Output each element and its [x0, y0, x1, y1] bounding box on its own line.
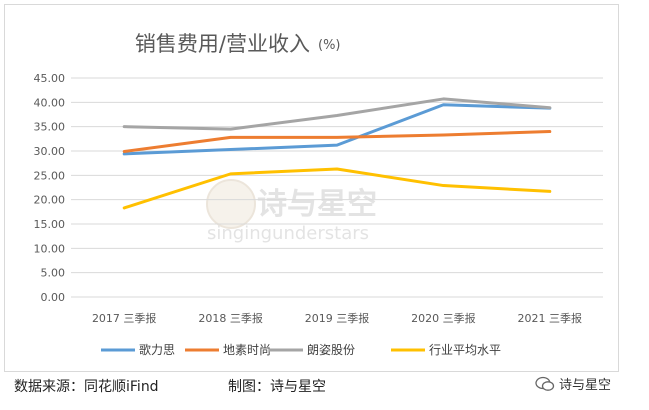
y-tick-label: 0.00	[41, 291, 66, 304]
y-tick-label: 40.00	[34, 96, 66, 109]
legend-item: 朗姿股份	[269, 343, 355, 357]
chart-title-unit: (%)	[318, 38, 341, 53]
x-tick-label: 2021 三季报	[518, 311, 583, 325]
y-tick-label: 45.00	[34, 72, 66, 85]
legend: 歌力思 地素时尚 朗姿股份 行业平均水平	[101, 342, 501, 357]
made-by: 制图：诗与星空	[228, 379, 326, 395]
y-tick-label: 35.00	[34, 121, 66, 134]
brand-name: 诗与星空	[559, 378, 612, 393]
data-source: 数据来源：同花顺iFind	[14, 379, 159, 395]
series-line-3	[122, 97, 552, 131]
line-chart: 销售费用/营业收入 (%) 诗与星空 singingunderstars 0.0…	[34, 32, 603, 357]
series-line-4	[122, 167, 552, 210]
y-tick-label: 10.00	[34, 242, 66, 255]
watermark-subtext: singingunderstars	[207, 223, 369, 244]
watermark-text: 诗与星空	[257, 187, 377, 222]
chart-frame: 销售费用/营业收入 (%) 诗与星空 singingunderstars 0.0…	[4, 4, 619, 372]
series-lines	[122, 97, 552, 210]
x-tick-label: 2017 三季报	[92, 311, 157, 325]
wechat-icon	[535, 376, 555, 391]
x-tick-label: 2020 三季报	[411, 311, 476, 325]
legend-label: 地素时尚	[223, 343, 271, 357]
series-line-1	[122, 103, 552, 156]
legend-item: 地素时尚	[185, 343, 271, 357]
y-tick-label: 15.00	[34, 218, 66, 231]
watermark: 诗与星空 singingunderstars	[206, 179, 377, 244]
x-tick-label: 2019 三季报	[305, 311, 370, 325]
watermark-logo	[206, 179, 256, 229]
legend-item: 行业平均水平	[391, 343, 501, 357]
x-tick-label: 2018 三季报	[198, 311, 263, 325]
legend-item: 歌力思	[101, 342, 175, 357]
legend-label: 行业平均水平	[429, 343, 501, 357]
y-tick-label: 30.00	[34, 145, 66, 158]
series-line-2	[122, 130, 552, 153]
y-tick-label: 20.00	[34, 194, 66, 207]
x-axis-ticks: 2017 三季报 2018 三季报 2019 三季报 2020 三季报 2021 三季报	[92, 311, 582, 325]
y-tick-label: 5.00	[41, 267, 66, 280]
legend-label: 朗姿股份	[307, 343, 355, 357]
chart-title: 销售费用/营业收入	[135, 32, 310, 56]
y-tick-label: 25.00	[34, 169, 66, 182]
y-axis-ticks: 0.00 5.00 10.00 15.00 20.00 25.00 30.00 35.00 40…	[34, 72, 66, 304]
brand-badge: 诗与星空	[535, 374, 611, 393]
legend-label: 歌力思	[139, 342, 175, 357]
